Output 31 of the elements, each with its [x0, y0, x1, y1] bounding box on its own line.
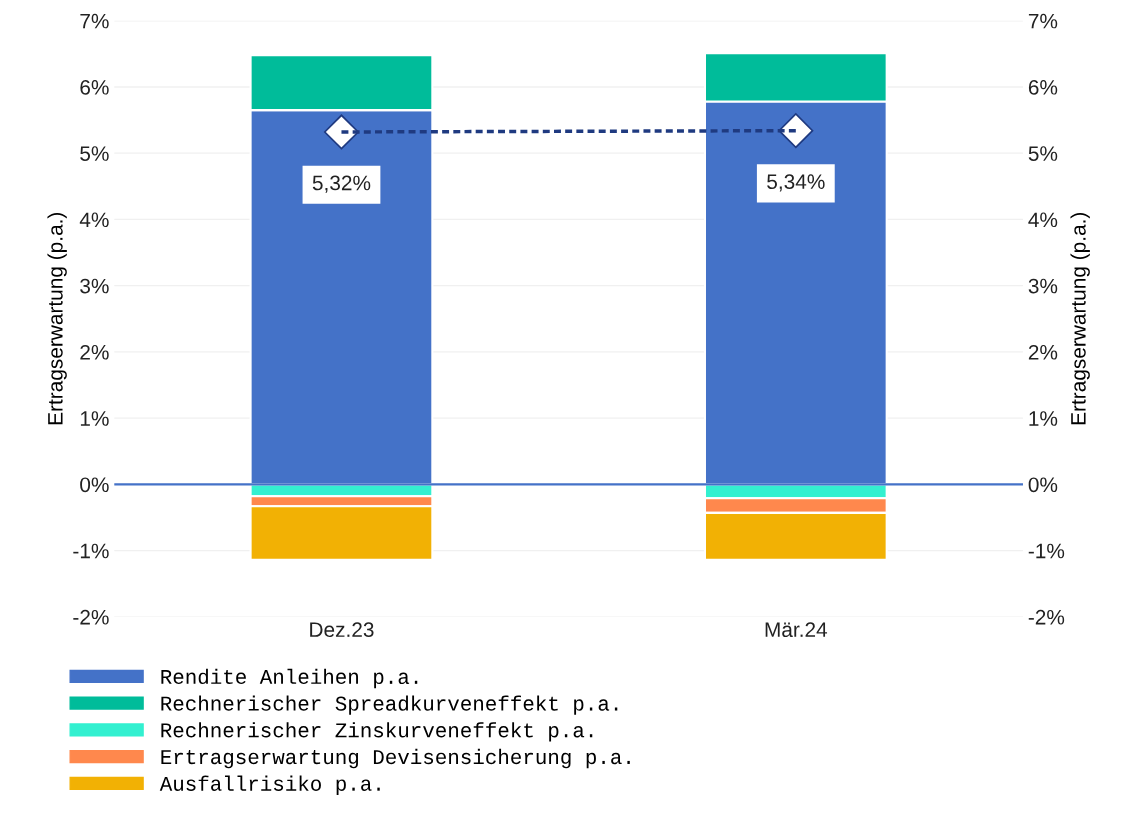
y2-tick-label: -2%	[1028, 609, 1065, 625]
y-tick-label: -2%	[73, 609, 109, 625]
y2-tick-label: 2%	[1028, 344, 1058, 360]
legend-label: Ausfallrisiko p.a.	[159, 775, 380, 795]
x-tick-label: Dez.23	[310, 622, 374, 638]
y2-tick-label: 5%	[1028, 146, 1058, 161]
y-tick-label: 5%	[80, 146, 109, 161]
y-tick-label: 4%	[79, 212, 109, 228]
legend-label: Ertragserwartung Devisensicherung p.a.	[161, 748, 630, 769]
y-tick-label: 3%	[80, 278, 109, 294]
x-tick-label: Mär.24	[765, 622, 828, 638]
y2-tick-label: 3%	[1028, 278, 1058, 294]
y-tick-label: 0%	[80, 477, 109, 493]
y-tick-label: 7%	[80, 13, 109, 29]
y2-axis-title: Ertragserwartung (p.a.)	[1070, 212, 1090, 425]
y-tick-label: 2%	[80, 344, 109, 360]
y-tick-label: 6%	[80, 79, 109, 95]
y2-tick-label: 0%	[1028, 477, 1058, 493]
y2-tick-label: 6%	[1028, 79, 1058, 95]
y2-tick-label: 1%	[1029, 411, 1058, 426]
y2-tick-label: 7%	[1028, 13, 1058, 29]
data-label: 5,34%	[767, 174, 825, 192]
y2-tick-label: 4%	[1028, 212, 1058, 228]
data-label: 5,32%	[312, 175, 371, 193]
legend-label: Rendite Anleihen p.a.	[161, 668, 418, 689]
y2-tick-label: -1%	[1028, 543, 1065, 559]
y-tick-label: -1%	[73, 543, 109, 559]
legend-label: Rechnerischer Zinskurveneffekt p.a.	[161, 722, 593, 742]
y-tick-label: 1%	[80, 411, 109, 426]
y-axis-title: Ertragserwartung (p.a.)	[47, 212, 67, 425]
legend-label: Rechnerischer Spreadkurveneffekt p.a.	[161, 695, 618, 715]
